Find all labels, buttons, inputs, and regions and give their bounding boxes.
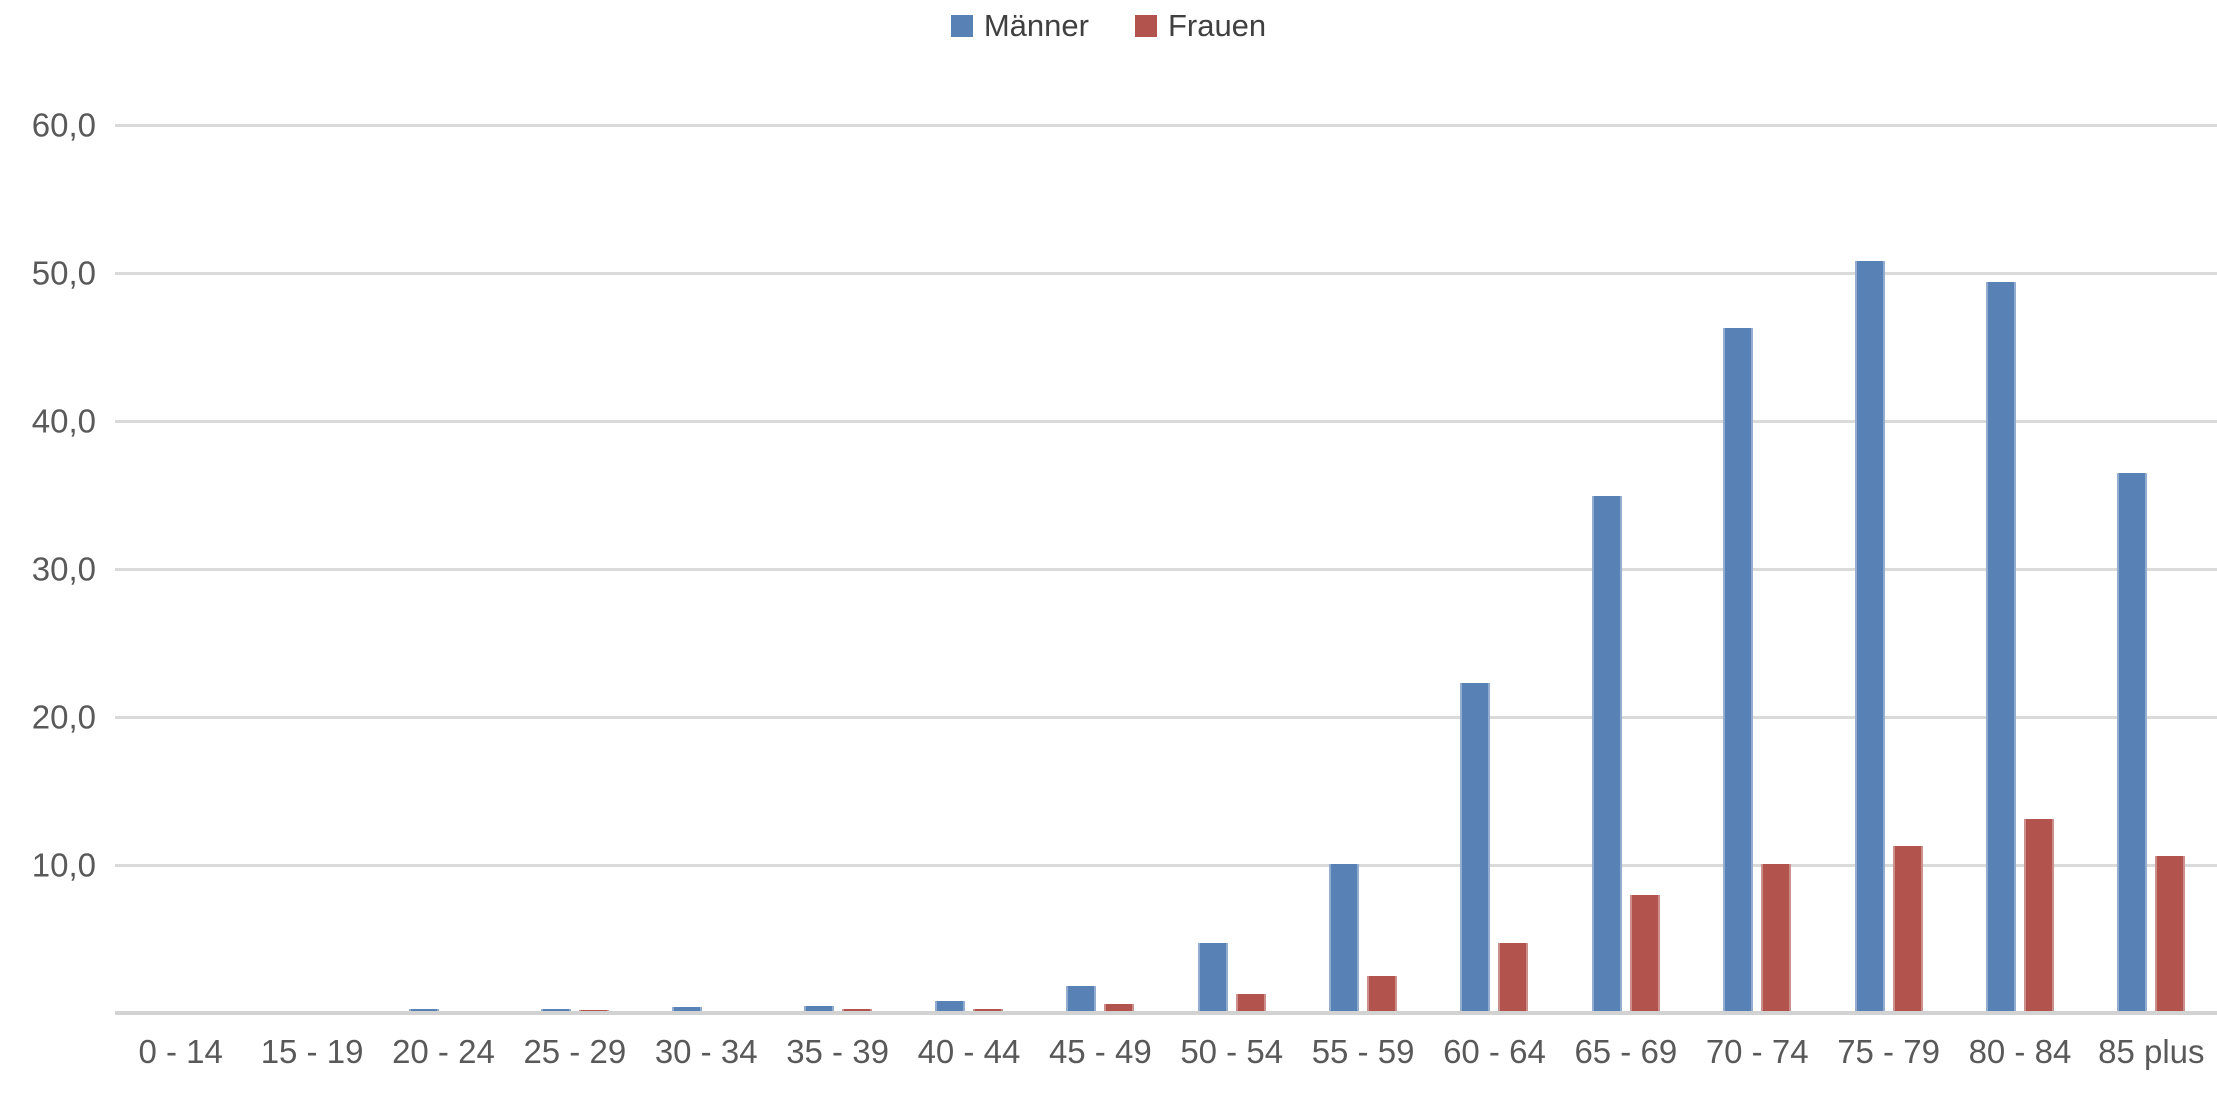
category-group	[378, 125, 509, 1013]
y-axis: 10,0 20,0 30,0 40,0 50,0 60,0	[0, 109, 100, 1013]
category-group	[641, 125, 772, 1013]
plot-area	[115, 123, 2217, 1015]
x-tick-label: 50 - 54	[1180, 1033, 1284, 1070]
gridline	[115, 863, 2217, 867]
bar-frauen	[1104, 1004, 1135, 1013]
category-group	[1429, 125, 1560, 1013]
bar-frauen	[972, 1008, 1003, 1013]
x-tick-label: 40 - 44	[917, 1033, 1021, 1070]
gridline	[115, 715, 2217, 719]
legend-item-maenner: Männer	[950, 8, 1089, 43]
category-group	[1954, 125, 2085, 1013]
category-group	[772, 125, 903, 1013]
category-group	[2086, 125, 2217, 1013]
bar-maenner	[1197, 943, 1228, 1013]
bar-maenner	[803, 1005, 834, 1013]
bar-maenner	[1066, 986, 1097, 1013]
gridline	[115, 419, 2217, 423]
chart-legend: Männer Frauen	[0, 10, 2217, 41]
bar-frauen	[1892, 845, 1923, 1013]
x-tick-label: 70 - 74	[1705, 1033, 1809, 1070]
bar-maenner	[1723, 327, 1754, 1013]
bar-maenner	[1460, 682, 1491, 1013]
bar-maenner	[540, 1008, 571, 1013]
bar-frauen	[2023, 819, 2054, 1013]
gridline	[115, 271, 2217, 275]
x-tick-label: 45 - 49	[1048, 1033, 1152, 1070]
x-tick-label: 0 - 14	[138, 1033, 223, 1070]
gridline	[115, 567, 2217, 571]
category-group	[1035, 125, 1166, 1013]
category-group	[1692, 125, 1823, 1013]
bar-maenner	[1329, 863, 1360, 1013]
y-tick-label: 30,0	[31, 550, 96, 588]
category-group	[115, 125, 246, 1013]
x-tick-label: 55 - 59	[1311, 1033, 1415, 1070]
category-group	[1166, 125, 1297, 1013]
category-group	[1823, 125, 1954, 1013]
x-tick-label: 35 - 39	[786, 1033, 889, 1070]
bars-layer	[115, 125, 2217, 1013]
category-group	[1297, 125, 1428, 1013]
bar-maenner	[1854, 261, 1885, 1013]
x-tick-label: 75 - 79	[1837, 1033, 1940, 1070]
bar-maenner	[1591, 496, 1622, 1013]
x-tick-label: 60 - 64	[1443, 1033, 1546, 1070]
y-tick-label: 40,0	[31, 402, 96, 440]
y-tick-label: 20,0	[31, 698, 96, 736]
x-tick-label: 20 - 24	[392, 1033, 495, 1070]
category-group	[1560, 125, 1691, 1013]
x-tick-label: 85 plus	[2098, 1033, 2205, 1070]
bar-maenner	[934, 1001, 965, 1013]
bar-frauen	[1367, 976, 1398, 1013]
x-tick-label: 65 - 69	[1574, 1033, 1678, 1070]
x-tick-label: 30 - 34	[654, 1033, 758, 1070]
x-tick-label: 80 - 84	[1968, 1033, 2072, 1070]
x-tick-label: 25 - 29	[523, 1033, 627, 1070]
bar-maenner	[1985, 281, 2016, 1013]
legend-label: Frauen	[1167, 8, 1267, 43]
legend-label: Männer	[983, 8, 1089, 43]
category-group	[509, 125, 640, 1013]
bar-maenner	[2117, 472, 2148, 1013]
gridline	[115, 123, 2217, 127]
bar-maenner	[409, 1008, 440, 1013]
y-tick-label: 50,0	[31, 254, 96, 292]
bar-frauen	[1761, 863, 1792, 1013]
bar-frauen	[1629, 894, 1660, 1013]
x-tick-label: 15 - 19	[260, 1033, 364, 1070]
category-group	[246, 125, 377, 1013]
bar-frauen	[1498, 943, 1529, 1013]
x-axis: 0 - 14 15 - 19 20 - 24 25 - 29 30 - 34 35 - 3…	[115, 1032, 2217, 1072]
bar-frauen	[2155, 856, 2186, 1013]
x-axis-line	[115, 1011, 2217, 1015]
legend-swatch-icon	[950, 14, 973, 37]
y-tick-label: 60,0	[31, 106, 96, 144]
bar-maenner	[672, 1007, 703, 1013]
y-tick-label: 10,0	[31, 846, 96, 884]
category-group	[903, 125, 1034, 1013]
bar-frauen	[841, 1008, 872, 1013]
bar-frauen	[1235, 993, 1266, 1013]
legend-swatch-icon	[1134, 14, 1157, 37]
legend-item-frauen: Frauen	[1134, 8, 1267, 43]
